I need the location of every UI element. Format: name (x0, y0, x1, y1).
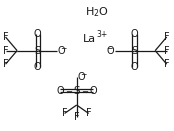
Text: =: = (81, 86, 88, 95)
Text: −: − (60, 44, 66, 53)
Text: F: F (164, 46, 169, 56)
Text: F: F (86, 108, 92, 118)
Text: F: F (62, 108, 67, 118)
Text: O: O (56, 86, 64, 96)
Text: S: S (131, 46, 138, 56)
Text: La: La (83, 34, 96, 44)
Text: F: F (164, 32, 169, 42)
Text: S: S (34, 46, 41, 56)
Text: F: F (164, 59, 169, 69)
Text: O: O (131, 29, 138, 39)
Text: O: O (58, 46, 65, 56)
Text: F: F (74, 112, 80, 122)
Text: F: F (3, 32, 8, 42)
Text: 3+: 3+ (97, 30, 108, 39)
Text: −: − (106, 44, 112, 53)
Text: O: O (34, 29, 42, 39)
Text: =: = (65, 86, 72, 95)
Text: H$_2$O: H$_2$O (85, 6, 108, 19)
Text: −: − (80, 70, 86, 79)
Text: O: O (89, 86, 97, 96)
Text: S: S (73, 86, 80, 96)
Text: F: F (3, 46, 8, 56)
Text: O: O (107, 46, 115, 56)
Text: O: O (34, 62, 42, 72)
Text: O: O (77, 72, 85, 81)
Text: F: F (3, 59, 8, 69)
Text: O: O (131, 62, 138, 72)
